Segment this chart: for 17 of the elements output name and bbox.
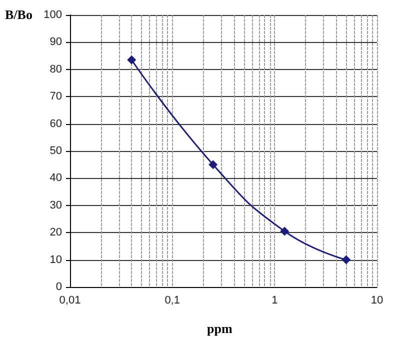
- x-tick-label: 1: [272, 294, 278, 306]
- y-tick-label: 0: [56, 281, 62, 293]
- y-tick-label: 90: [50, 36, 62, 48]
- y-tick-label: 70: [50, 90, 62, 103]
- x-tick-label: 10: [370, 294, 384, 306]
- x-tick-label: 0,1: [164, 294, 180, 306]
- y-tick-label: 20: [50, 226, 62, 239]
- y-tick-label: 40: [50, 172, 62, 184]
- y-tick-label: 50: [50, 145, 62, 157]
- y-tick-label: 30: [50, 199, 62, 212]
- y-tick-label: 10: [50, 254, 62, 266]
- y-tick-label: 100: [44, 9, 62, 21]
- y-axis-title: B/Bo: [5, 7, 32, 22]
- x-axis-title: ppm: [207, 321, 232, 336]
- y-tick-label: 60: [50, 118, 62, 130]
- y-tick-label: 80: [50, 63, 62, 76]
- x-tick-label: 0,01: [59, 294, 81, 306]
